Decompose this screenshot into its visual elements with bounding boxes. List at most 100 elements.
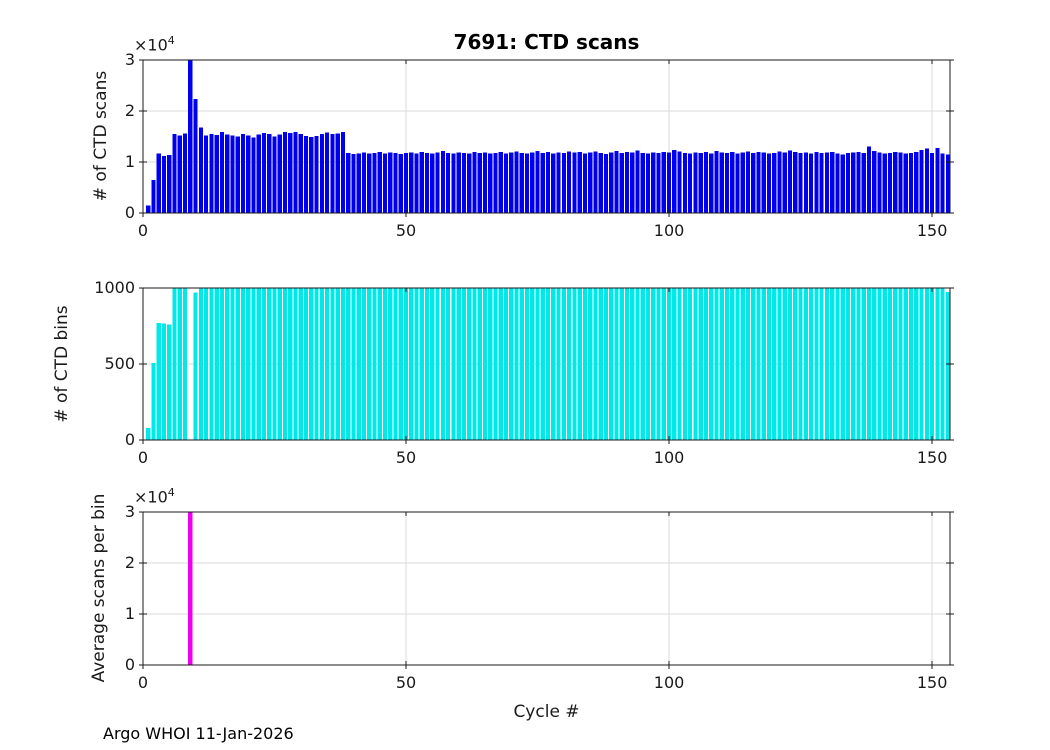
bar: [414, 288, 419, 440]
bar: [182, 133, 188, 213]
bar: [398, 288, 403, 440]
bar: [214, 288, 219, 440]
bar: [709, 153, 714, 213]
bar: [282, 131, 288, 213]
bar: [235, 288, 240, 440]
bar: [219, 288, 225, 440]
bar: [656, 288, 661, 440]
bar: [261, 132, 267, 213]
bar: [488, 153, 493, 213]
bar: [198, 127, 203, 213]
bar: [835, 153, 840, 213]
bar: [367, 153, 372, 213]
bar: [908, 152, 914, 213]
bar: [293, 288, 298, 440]
bar: [777, 288, 782, 440]
bar: [577, 151, 582, 213]
bar: [698, 152, 703, 213]
bar: [830, 288, 835, 440]
bar: [409, 288, 414, 440]
bar: [509, 152, 514, 213]
bar: [935, 148, 940, 213]
bar: [377, 288, 382, 440]
bar: [714, 288, 719, 440]
bar: [898, 288, 903, 440]
y-exponent-base: ×10: [134, 35, 168, 55]
bar: [230, 135, 235, 213]
bar: [924, 288, 929, 440]
bar: [519, 288, 524, 440]
bar: [482, 152, 488, 213]
bar: [567, 151, 572, 213]
bar: [246, 135, 251, 213]
bar: [877, 288, 882, 440]
bar: [893, 288, 898, 440]
bar: [151, 179, 156, 213]
bar: [309, 288, 314, 440]
bar: [309, 137, 314, 213]
bar: [446, 288, 451, 440]
bar: [467, 288, 472, 440]
bar: [545, 288, 551, 440]
bar: [298, 133, 303, 213]
bar: [524, 153, 530, 213]
bar: [845, 288, 851, 440]
bar: [588, 152, 593, 213]
bar: [219, 131, 225, 213]
bar: [545, 151, 551, 213]
footer-annotation: Argo WHOI 11-Jan-2026: [103, 724, 294, 743]
y-exponent-top: ×104: [134, 34, 175, 54]
bar: [446, 152, 451, 213]
bar: [330, 288, 335, 440]
bar: [766, 288, 772, 440]
bar: [582, 288, 588, 440]
bar: [619, 288, 624, 440]
y-tick-label: 0: [124, 203, 135, 222]
bar: [156, 153, 161, 213]
bar: [256, 134, 261, 213]
bar: [761, 152, 766, 213]
bar: [303, 135, 309, 213]
bar: [451, 153, 456, 213]
bar: [377, 151, 382, 213]
bar: [467, 153, 472, 213]
y-tick-label: 2: [124, 553, 135, 572]
bar: [719, 288, 724, 440]
bar: [172, 288, 177, 440]
bar: [409, 152, 414, 213]
bar: [293, 131, 298, 213]
bar: [477, 288, 482, 440]
bar: [209, 133, 214, 213]
bar: [198, 288, 203, 440]
bar: [787, 150, 793, 213]
bar: [188, 512, 193, 665]
bar: [440, 150, 445, 213]
bar: [267, 133, 272, 213]
bar: [151, 363, 156, 440]
y-tick-label: 3: [124, 502, 135, 521]
bar: [367, 288, 372, 440]
bar: [314, 288, 319, 440]
bar: [919, 149, 924, 213]
bar: [177, 135, 182, 213]
bar: [277, 288, 282, 440]
bar: [424, 152, 430, 213]
bar: [866, 288, 872, 440]
bar: [572, 152, 577, 213]
bar: [440, 288, 445, 440]
bar: [772, 152, 777, 213]
bar: [435, 288, 440, 440]
x-tick-label: 100: [653, 673, 685, 692]
bar: [319, 133, 324, 213]
bar: [693, 152, 698, 213]
bar: [661, 151, 666, 213]
bar: [225, 288, 230, 440]
bar: [156, 322, 161, 440]
axes-box: [142, 511, 951, 666]
bar: [335, 288, 340, 440]
bar: [645, 153, 651, 213]
bar: [335, 133, 340, 213]
bar: [682, 152, 687, 213]
bar: [282, 288, 288, 440]
bar: [630, 152, 635, 213]
